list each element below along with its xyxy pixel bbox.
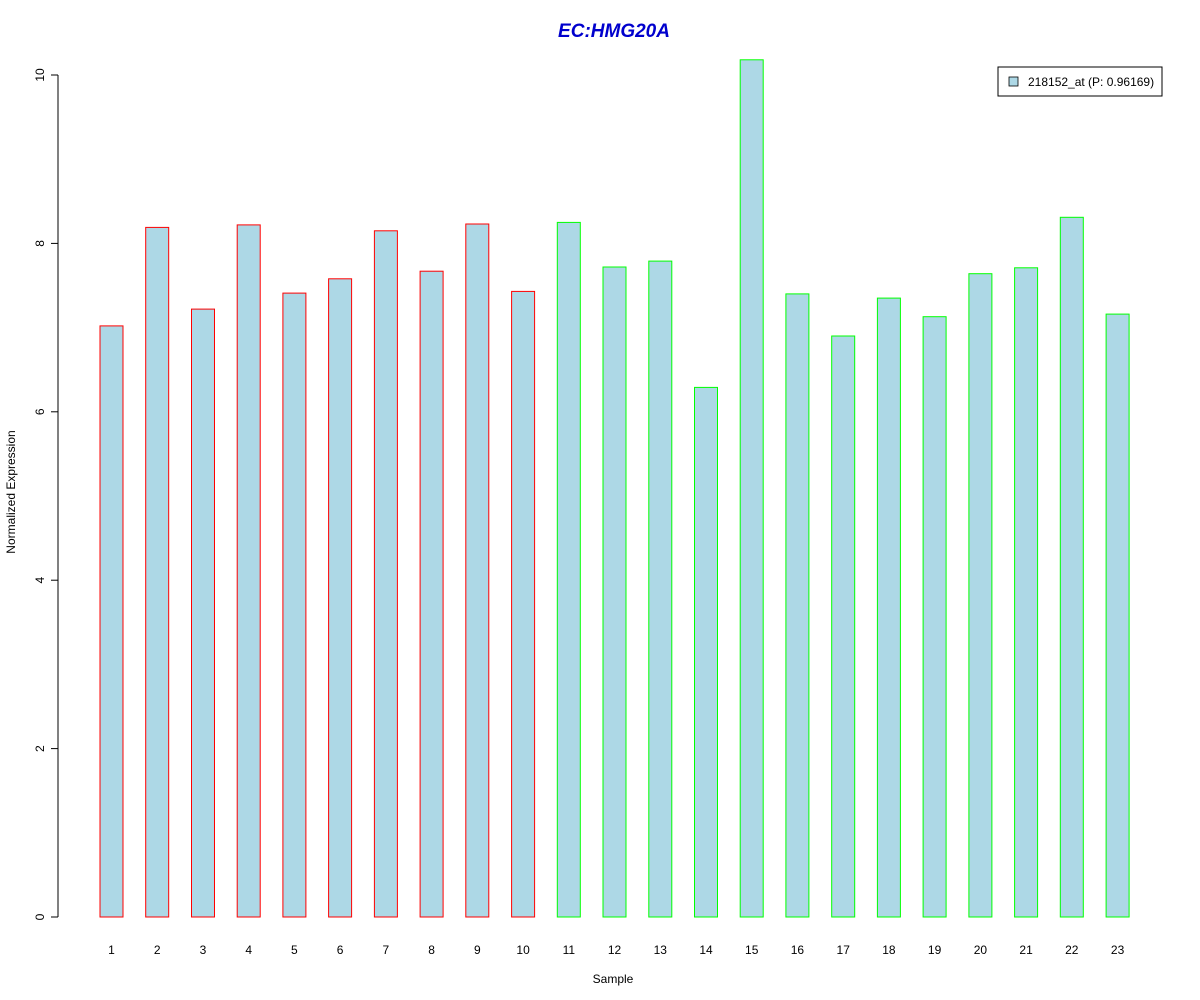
x-tick-label: 13 (654, 943, 668, 957)
y-tick-label: 2 (33, 745, 47, 752)
legend-box (997, 66, 1163, 97)
x-tick-label: 2 (154, 943, 161, 957)
x-tick-labels: 1 2 3 4 5 6 7 8 9 10 11 12 13 14 15 16 17 18 19 20 21 22 23 (108, 943, 1124, 957)
bar-sample-5 (282, 292, 307, 918)
bar-sample-9 (465, 223, 490, 918)
bar-sample-23 (1105, 313, 1130, 918)
bar-sample-21 (1014, 267, 1039, 918)
bar-sample-11 (556, 221, 581, 918)
y-tick-label: 4 (33, 577, 47, 584)
bar-sample-6 (328, 278, 353, 918)
x-tick-label: 7 (383, 943, 390, 957)
bar-sample-19 (922, 316, 947, 918)
x-tick-label: 3 (200, 943, 207, 957)
x-tick-label: 23 (1111, 943, 1125, 957)
x-tick-label: 12 (608, 943, 622, 957)
legend-label: 218152_at (P: 0.96169) (1028, 75, 1154, 89)
y-axis-label: Normalized Expression (4, 430, 18, 553)
x-tick-label: 9 (474, 943, 481, 957)
x-tick-label: 16 (791, 943, 805, 957)
bar-sample-8 (419, 270, 444, 918)
bar-sample-15 (739, 59, 764, 918)
x-tick-label: 21 (1019, 943, 1033, 957)
x-tick-label: 6 (337, 943, 344, 957)
bar-sample-1 (99, 325, 124, 918)
x-tick-label: 18 (882, 943, 896, 957)
bar-sample-13 (648, 260, 673, 918)
x-tick-label: 17 (837, 943, 851, 957)
x-tick-label: 20 (974, 943, 988, 957)
legend-swatch (1008, 76, 1019, 87)
chart-title: EC:HMG20A (558, 21, 670, 42)
bar-sample-22 (1059, 216, 1084, 918)
bar-sample-3 (191, 308, 215, 918)
bars-group (99, 59, 1130, 918)
y-tick-label: 6 (33, 408, 47, 415)
x-tick-label: 10 (516, 943, 530, 957)
bar-sample-2 (145, 226, 170, 918)
y-tick-label: 10 (33, 68, 47, 82)
x-tick-label: 11 (563, 943, 576, 957)
bar-sample-17 (831, 335, 856, 918)
x-tick-label: 15 (745, 943, 759, 957)
legend: 218152_at (P: 0.96169) (997, 66, 1163, 97)
bar-sample-7 (373, 230, 398, 918)
x-tick-label: 8 (428, 943, 435, 957)
y-tick-label: 8 (33, 240, 47, 247)
x-tick-label: 1 (108, 943, 115, 957)
x-axis-label: Sample (593, 972, 634, 986)
bar-sample-16 (785, 293, 810, 918)
bar-sample-4 (236, 224, 261, 918)
y-axis: 0 2 4 6 8 10 (33, 68, 59, 920)
x-tick-label: 14 (699, 943, 713, 957)
bar-sample-10 (511, 290, 536, 918)
bar-sample-12 (602, 266, 627, 918)
x-tick-label: 5 (291, 943, 298, 957)
bar-sample-20 (968, 273, 993, 918)
x-tick-label: 22 (1065, 943, 1079, 957)
bar-sample-18 (876, 297, 901, 918)
y-tick-label: 0 (33, 913, 47, 920)
x-tick-label: 19 (928, 943, 942, 957)
x-tick-label: 4 (245, 943, 252, 957)
bar-sample-14 (694, 386, 718, 918)
